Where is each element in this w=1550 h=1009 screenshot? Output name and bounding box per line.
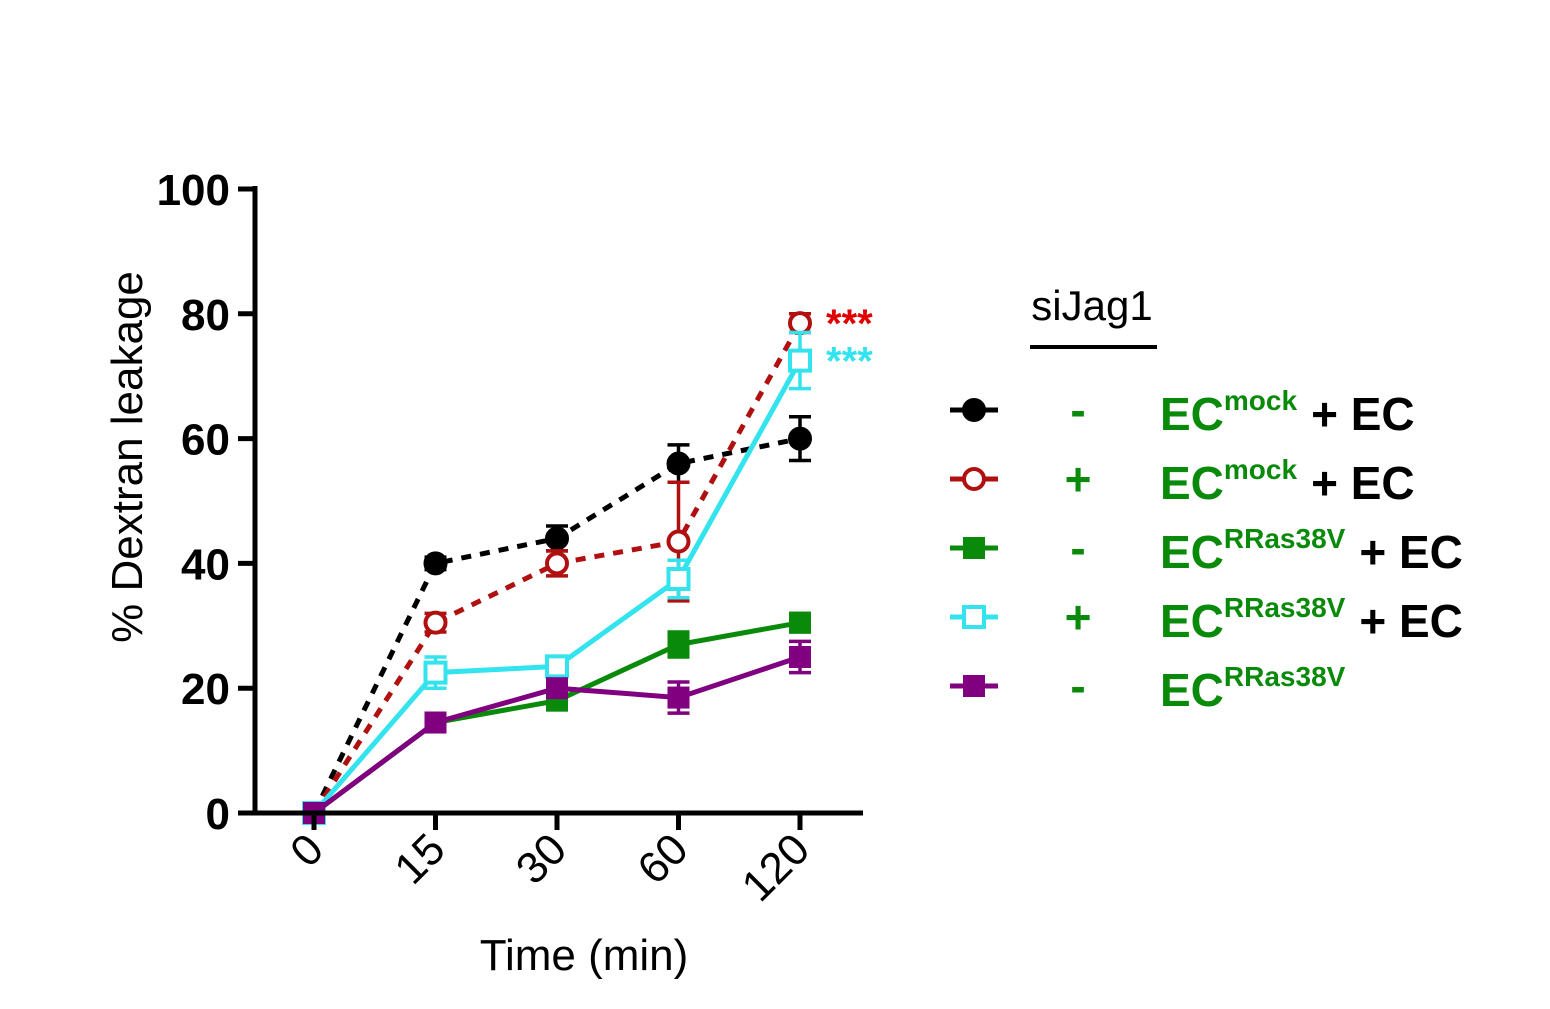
data-point xyxy=(788,311,812,336)
y-tick-label: 0 xyxy=(206,790,230,839)
series-s1 xyxy=(302,415,812,825)
significance-marker: *** xyxy=(826,302,873,346)
legend-sijag1-value: + xyxy=(1065,453,1092,505)
data-point xyxy=(545,551,569,576)
legend-label-superscript: RRas38V xyxy=(1224,592,1346,623)
x-tick-label: 120 xyxy=(733,824,820,911)
data-point xyxy=(666,567,691,591)
legend-label-superscript: RRas38V xyxy=(1224,523,1346,554)
series-s5 xyxy=(303,639,811,824)
legend-item: - ECRRas38V xyxy=(950,660,1346,716)
legend-label-main: EC xyxy=(1160,595,1224,647)
y-axis-label: % Dextran leakage xyxy=(103,271,152,643)
series-line-s3 xyxy=(312,620,801,816)
x-ticks: 0 15 30 60 120 xyxy=(281,813,819,911)
significance-annotations: ****** xyxy=(826,302,873,383)
legend-item: + ECmock + EC xyxy=(950,453,1415,509)
data-point xyxy=(666,529,691,554)
data-point xyxy=(788,426,812,451)
y-tick-label: 60 xyxy=(181,416,230,465)
legend-marker xyxy=(962,398,986,422)
data-point xyxy=(424,711,447,734)
legend-label-tail: + EC xyxy=(1359,595,1463,647)
legend-label-tail: + EC xyxy=(1359,526,1463,578)
legend-label-tail: + EC xyxy=(1311,457,1415,509)
y-ticks: 0 20 40 60 80 100 xyxy=(157,166,255,839)
legend-sijag1-value: - xyxy=(1070,384,1085,436)
legend-label-tail: + EC xyxy=(1311,388,1415,440)
legend-label-superscript: mock xyxy=(1224,454,1298,485)
legend-label-main: EC xyxy=(1160,526,1224,578)
y-tick-label: 80 xyxy=(181,291,230,340)
x-tick-label: 60 xyxy=(628,824,697,893)
x-tick-label: 15 xyxy=(385,824,454,893)
series-s4 xyxy=(302,330,812,825)
legend-sijag1-value: + xyxy=(1065,591,1092,643)
legend-marker xyxy=(963,675,985,697)
x-tick-label: 0 xyxy=(281,824,333,876)
data-point xyxy=(788,348,812,373)
legend-label: ECRRas38V xyxy=(1160,661,1346,716)
data-point xyxy=(546,677,568,700)
legend-item: - ECmock + EC xyxy=(950,384,1415,440)
legend-sijag1-value: - xyxy=(1070,660,1085,712)
legend-label: ECRRas38V + EC xyxy=(1160,523,1463,578)
legend-label: ECmock + EC xyxy=(1160,385,1415,440)
data-point xyxy=(666,451,691,476)
data-point xyxy=(545,526,569,551)
legend-marker xyxy=(962,467,986,491)
series-line-s4 xyxy=(312,359,803,815)
legend-label-main: EC xyxy=(1160,388,1224,440)
series-s3 xyxy=(303,611,811,824)
legend-marker xyxy=(963,537,985,559)
legend-label: ECRRas38V + EC xyxy=(1160,592,1463,647)
data-point xyxy=(789,611,811,634)
legend-label: ECmock + EC xyxy=(1160,454,1415,509)
data-point xyxy=(423,551,448,576)
x-tick-label: 30 xyxy=(507,824,576,893)
data-point xyxy=(423,610,448,635)
legend-item: - ECRRas38V + EC xyxy=(950,522,1463,578)
y-tick-label: 40 xyxy=(181,540,230,589)
data-point xyxy=(789,646,811,668)
legend-label-main: EC xyxy=(1160,664,1224,716)
series-s2 xyxy=(302,311,812,825)
data-point xyxy=(545,654,569,679)
data-point xyxy=(423,660,448,685)
legend-marker xyxy=(962,605,986,629)
legend-header: siJag1 xyxy=(1031,282,1152,329)
significance-marker: *** xyxy=(826,340,873,384)
legend-label-superscript: RRas38V xyxy=(1224,661,1346,692)
legend-item: + ECRRas38V + EC xyxy=(950,591,1463,647)
data-point xyxy=(667,633,690,656)
plot-area xyxy=(302,311,812,825)
legend-label-superscript: mock xyxy=(1224,385,1298,416)
legend: siJag1 - ECmock + EC+ ECmock + EC- ECRRas38V +… xyxy=(950,282,1463,716)
x-axis-label: Time (min) xyxy=(480,931,689,980)
legend-label-main: EC xyxy=(1160,457,1224,509)
y-tick-label: 20 xyxy=(181,665,230,714)
y-tick-label: 100 xyxy=(157,166,230,215)
data-point xyxy=(667,686,690,709)
legend-sijag1-value: - xyxy=(1070,522,1085,574)
